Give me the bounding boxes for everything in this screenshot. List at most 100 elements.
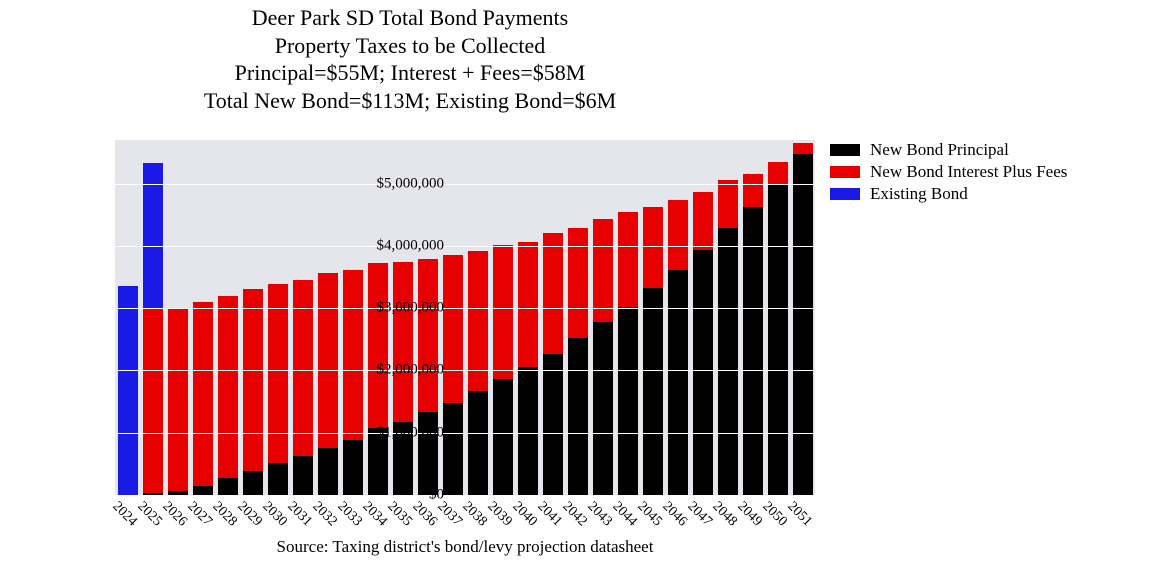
bar-slot [140, 140, 165, 495]
x-tick-label: 2051 [783, 499, 814, 530]
bar-interest [293, 280, 313, 456]
bar-principal [243, 471, 263, 495]
grid-line [115, 495, 815, 496]
bar-slot [590, 140, 615, 495]
bar-principal [593, 322, 613, 495]
bar-principal [718, 228, 738, 495]
bar-slot [615, 140, 640, 495]
bar-principal [793, 154, 813, 495]
bar-principal [193, 486, 213, 495]
y-tick-label: $3,000,000 [334, 300, 444, 317]
bar-principal [568, 338, 588, 495]
x-tick-label: 2038 [458, 499, 489, 530]
bar-principal [618, 307, 638, 495]
bar-principal [518, 367, 538, 495]
x-tick-label: 2029 [233, 499, 264, 530]
legend-item: New Bond Principal [830, 140, 1067, 160]
bar-slot [565, 140, 590, 495]
x-tick-label: 2050 [758, 499, 789, 530]
bar-slot [390, 140, 415, 495]
bar-principal [293, 456, 313, 495]
legend: New Bond PrincipalNew Bond Interest Plus… [830, 140, 1067, 206]
bar-slot [290, 140, 315, 495]
x-tick-label: 2032 [308, 499, 339, 530]
x-tick-label: 2040 [508, 499, 539, 530]
bar-interest [743, 174, 763, 207]
bar-slot [740, 140, 765, 495]
bar-interest [418, 259, 438, 412]
legend-item: Existing Bond [830, 184, 1067, 204]
x-tick-label: 2036 [408, 499, 439, 530]
grid-line [115, 308, 815, 309]
x-tick-label: 2033 [333, 499, 364, 530]
bar-slot [540, 140, 565, 495]
plot-area [115, 140, 815, 495]
bar-interest [543, 233, 563, 353]
y-tick-label: $1,000,000 [334, 424, 444, 441]
chart-title: Deer Park SD Total Bond PaymentsProperty… [0, 4, 820, 114]
x-tick-label: 2041 [533, 499, 564, 530]
x-tick-label: 2031 [283, 499, 314, 530]
x-tick-label: 2042 [558, 499, 589, 530]
x-tick-label: 2039 [483, 499, 514, 530]
bar-slot [465, 140, 490, 495]
x-tick-label: 2048 [708, 499, 739, 530]
y-tick-label: $2,000,000 [334, 362, 444, 379]
bar-interest [443, 255, 463, 403]
bar-slot [165, 140, 190, 495]
title-line: Principal=$55M; Interest + Fees=$58M [0, 59, 820, 87]
bar-principal [268, 463, 288, 495]
bar-principal [693, 250, 713, 495]
legend-label: New Bond Interest Plus Fees [870, 162, 1067, 182]
source-caption: Source: Taxing district's bond/levy proj… [115, 537, 815, 557]
x-tick-label: 2037 [433, 499, 464, 530]
y-tick-label: $5,000,000 [334, 175, 444, 192]
bar-interest [343, 270, 363, 439]
legend-label: New Bond Principal [870, 140, 1009, 160]
bar-interest [368, 263, 388, 428]
bar-interest [143, 309, 163, 493]
title-line: Property Taxes to be Collected [0, 32, 820, 60]
bar-slot [115, 140, 140, 495]
bar-principal [443, 403, 463, 495]
bond-payments-chart: Deer Park SD Total Bond PaymentsProperty… [0, 0, 1152, 576]
x-tick-label: 2028 [208, 499, 239, 530]
bar-interest [243, 289, 263, 470]
bar-slot [640, 140, 665, 495]
bars-container [115, 140, 815, 495]
bar-interest [618, 212, 638, 307]
legend-swatch [830, 166, 860, 178]
bar-interest [493, 245, 513, 379]
bar-slot [415, 140, 440, 495]
bar-slot [190, 140, 215, 495]
x-tick-label: 2025 [133, 499, 164, 530]
bar-slot [340, 140, 365, 495]
bar-slot [265, 140, 290, 495]
x-tick-label: 2043 [583, 499, 614, 530]
title-line: Deer Park SD Total Bond Payments [0, 4, 820, 32]
x-tick-label: 2027 [183, 499, 214, 530]
bar-interest [593, 219, 613, 322]
bar-slot [440, 140, 465, 495]
bar-principal [668, 270, 688, 495]
bar-interest [218, 296, 238, 477]
bar-interest [168, 308, 188, 490]
x-tick-label: 2044 [608, 499, 639, 530]
bar-principal [218, 478, 238, 495]
bar-interest [393, 262, 413, 422]
bar-slot [765, 140, 790, 495]
bar-interest [518, 242, 538, 368]
bar-slot [365, 140, 390, 495]
x-tick-label: 2035 [383, 499, 414, 530]
bar-interest [693, 192, 713, 249]
bar-principal [493, 379, 513, 495]
bar-interest [193, 302, 213, 486]
bar-principal [743, 207, 763, 495]
bar-interest [268, 284, 288, 463]
grid-line [115, 370, 815, 371]
x-tick-label: 2034 [358, 499, 389, 530]
bar-principal [768, 184, 788, 495]
bar-interest [643, 207, 663, 288]
bar-interest [768, 162, 788, 184]
title-line: Total New Bond=$113M; Existing Bond=$6M [0, 87, 820, 115]
